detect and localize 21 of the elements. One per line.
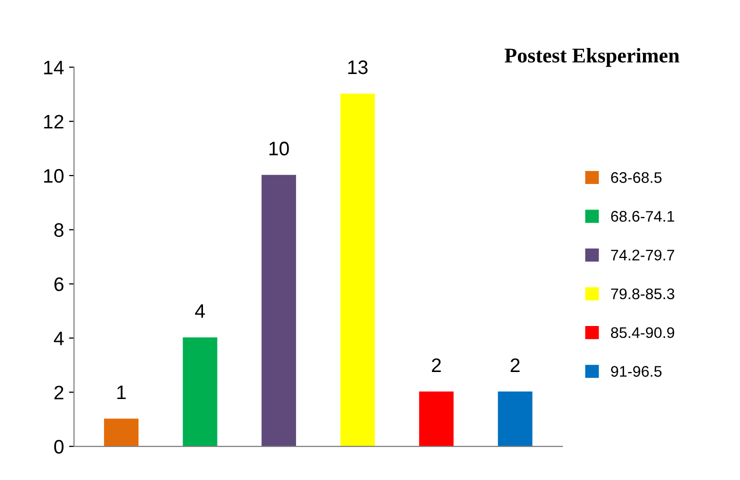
data-label: 10 xyxy=(269,142,289,156)
legend-label: 91-96.5 xyxy=(611,366,662,377)
y-tick-label: 2 xyxy=(54,386,64,400)
y-tick-label: 8 xyxy=(54,223,64,237)
data-label: 4 xyxy=(195,304,205,318)
legend-label: 63-68.5 xyxy=(611,172,662,183)
y-tick-label: 0 xyxy=(54,440,64,454)
data-label: 2 xyxy=(510,358,520,372)
legend-label: 85.4-90.9 xyxy=(611,327,674,338)
y-tick-label: 6 xyxy=(54,277,64,292)
y-tick-label: 14 xyxy=(44,60,64,74)
y-tick-label: 10 xyxy=(44,169,64,183)
data-label: 1 xyxy=(117,386,126,400)
legend-label: 79.8-85.3 xyxy=(611,288,674,300)
legend-label: 74.2-79.7 xyxy=(611,250,674,261)
chart-title: Postest Eksperimen xyxy=(504,48,680,67)
data-label: 13 xyxy=(348,60,368,74)
y-tick-label: 4 xyxy=(54,332,64,346)
legend-label: 68.6-74.1 xyxy=(611,210,674,222)
y-tick-label: 12 xyxy=(44,114,64,128)
data-label: 2 xyxy=(432,358,441,372)
